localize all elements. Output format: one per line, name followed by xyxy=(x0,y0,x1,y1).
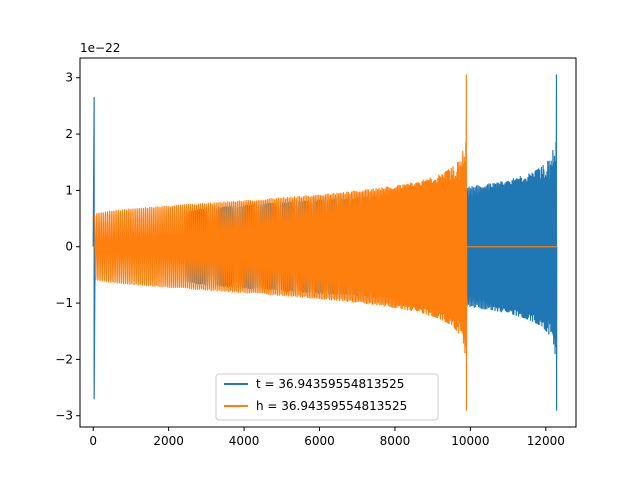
y-axis-offset-text: 1e−22 xyxy=(80,41,120,55)
y-tick-label: −2 xyxy=(55,352,73,366)
plot-area xyxy=(79,57,577,428)
series-layer xyxy=(92,74,558,411)
axes-frame xyxy=(79,57,577,428)
y-tick-label: 1 xyxy=(65,183,73,197)
x-tick-label: 0 xyxy=(89,434,97,448)
y-tick-label: −1 xyxy=(55,296,73,310)
x-tick-label: 10000 xyxy=(451,434,489,448)
y-tick-label: 2 xyxy=(65,127,73,141)
y-axis: −3 −2 −1 0 1 2 3 xyxy=(55,71,80,423)
x-tick-label: 12000 xyxy=(527,434,565,448)
legend-label-t: t = 36.94359554813525 xyxy=(256,377,404,391)
y-tick-label: 3 xyxy=(65,71,73,85)
x-axis: 0 2000 4000 6000 8000 10000 12000 xyxy=(89,427,565,448)
y-tick-label: 0 xyxy=(65,240,73,254)
x-tick-label: 8000 xyxy=(380,434,411,448)
series-h-line xyxy=(93,74,557,411)
x-tick-label: 4000 xyxy=(229,434,260,448)
y-tick-label: −3 xyxy=(55,409,73,423)
legend-box xyxy=(215,373,439,421)
legend-label-h: h = 36.94359554813525 xyxy=(256,399,407,413)
x-tick-label: 6000 xyxy=(304,434,335,448)
x-tick-label: 2000 xyxy=(153,434,184,448)
legend: t = 36.94359554813525 h = 36.94359554813… xyxy=(215,373,439,421)
